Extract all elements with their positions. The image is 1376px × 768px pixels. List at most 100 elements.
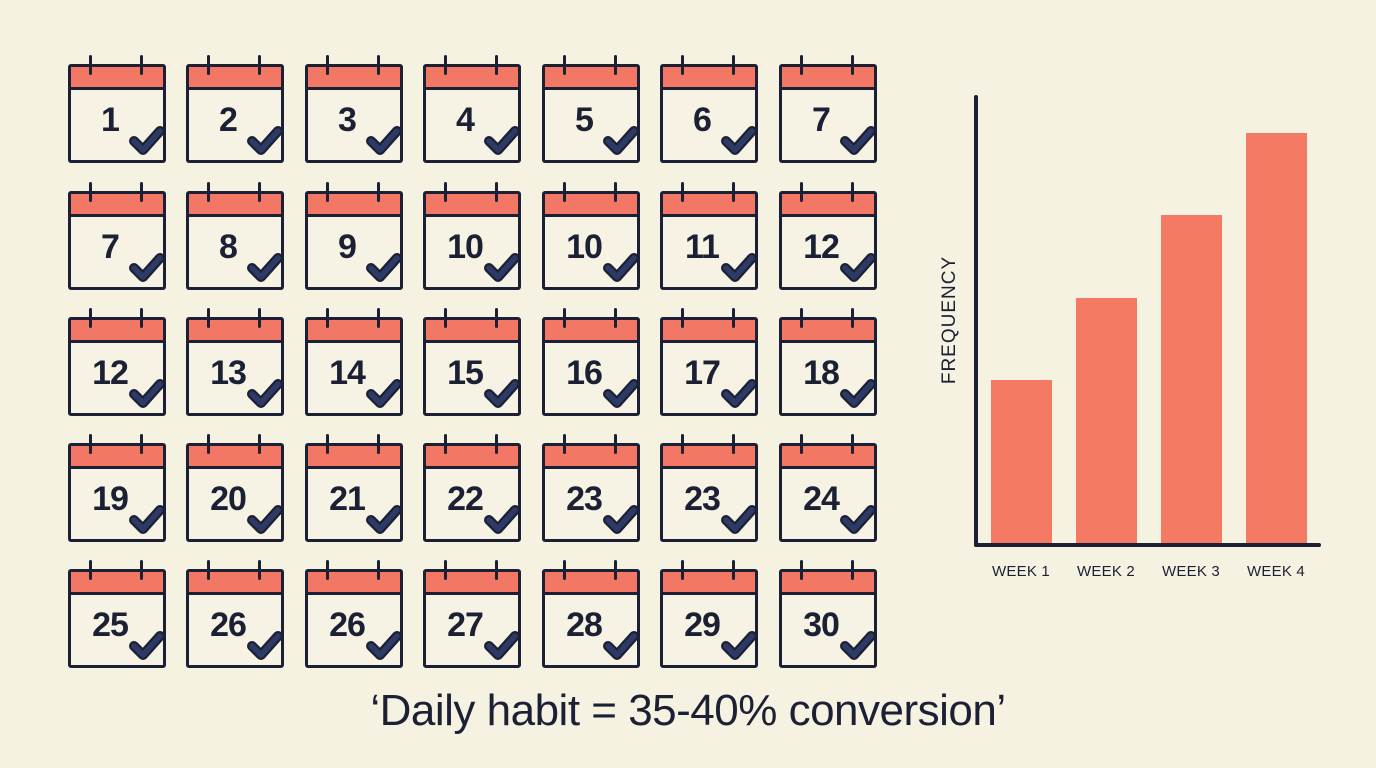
day-number: 10 [566, 228, 603, 266]
x-axis [974, 543, 1321, 547]
calendar-day-tile: 30 [779, 560, 877, 668]
binder-ring-icon [851, 55, 854, 75]
calendar-header-band [308, 67, 400, 90]
binder-ring-icon [681, 182, 684, 202]
checkmark-icon [129, 253, 163, 282]
day-number: 10 [447, 228, 484, 266]
checkmark-icon [721, 505, 755, 534]
y-axis [974, 95, 978, 547]
binder-ring-icon [681, 560, 684, 580]
calendar-page: 14 [305, 317, 403, 416]
binder-ring-icon [614, 182, 617, 202]
checkmark-icon [840, 253, 874, 282]
day-number: 9 [338, 228, 357, 266]
calendar-page: 18 [779, 317, 877, 416]
calendar-header-band [189, 67, 281, 90]
calendar-header-band [71, 572, 163, 595]
binder-ring-icon [614, 560, 617, 580]
calendar-header-band [663, 194, 755, 217]
calendar-header-band [426, 67, 518, 90]
calendar-day-tile: 12 [779, 182, 877, 290]
checkmark-icon [840, 631, 874, 660]
checkmark-icon [366, 631, 400, 660]
checkmark-icon [366, 505, 400, 534]
binder-ring-icon [207, 308, 210, 328]
calendar-day-tile: 11 [660, 182, 758, 290]
binder-ring-icon [800, 560, 803, 580]
calendar-day-tile: 27 [423, 560, 521, 668]
calendar-header-band [663, 320, 755, 343]
calendar-header-band [189, 446, 281, 469]
day-number: 11 [685, 228, 720, 266]
binder-ring-icon [207, 434, 210, 454]
calendar-page: 15 [423, 317, 521, 416]
bar-week-3 [1161, 215, 1222, 545]
calendar-day-tile: 9 [305, 182, 403, 290]
calendar-header-band [189, 194, 281, 217]
checkmark-icon [484, 126, 518, 155]
calendar-page: 16 [542, 317, 640, 416]
day-number: 3 [338, 101, 357, 139]
calendar-header-band [426, 446, 518, 469]
checkmark-icon [484, 505, 518, 534]
bar-week-2 [1076, 298, 1137, 545]
x-tick-label: WEEK 2 [1077, 563, 1135, 580]
calendar-page: 7 [68, 191, 166, 290]
day-number: 27 [447, 606, 484, 644]
calendar-page: 2 [186, 64, 284, 163]
checkmark-icon [840, 505, 874, 534]
binder-ring-icon [800, 434, 803, 454]
calendar-header-band [782, 67, 874, 90]
checkmark-icon [721, 379, 755, 408]
calendar-page: 11 [660, 191, 758, 290]
binder-ring-icon [140, 560, 143, 580]
caption: ‘Daily habit = 35-40% conversion’ [370, 686, 1006, 735]
calendar-day-tile: 22 [423, 434, 521, 542]
calendar-page: 10 [542, 191, 640, 290]
binder-ring-icon [444, 55, 447, 75]
binder-ring-icon [140, 55, 143, 75]
calendar-page: 20 [186, 443, 284, 542]
day-number: 28 [566, 606, 603, 644]
checkmark-icon [603, 253, 637, 282]
binder-ring-icon [444, 308, 447, 328]
binder-ring-icon [258, 308, 261, 328]
checkmark-icon [603, 631, 637, 660]
binder-ring-icon [732, 560, 735, 580]
calendar-page: 7 [779, 64, 877, 163]
binder-ring-icon [681, 308, 684, 328]
calendar-page: 25 [68, 569, 166, 668]
day-number: 23 [684, 480, 721, 518]
binder-ring-icon [258, 182, 261, 202]
calendar-day-tile: 6 [660, 55, 758, 163]
calendar-day-tile: 15 [423, 308, 521, 416]
checkmark-icon [484, 253, 518, 282]
calendar-header-band [71, 194, 163, 217]
binder-ring-icon [681, 434, 684, 454]
binder-ring-icon [563, 182, 566, 202]
day-number: 26 [329, 606, 366, 644]
calendar-day-tile: 20 [186, 434, 284, 542]
binder-ring-icon [258, 560, 261, 580]
day-number: 15 [447, 354, 484, 392]
day-number: 2 [219, 101, 238, 139]
binder-ring-icon [732, 182, 735, 202]
calendar-header-band [782, 446, 874, 469]
checkmark-icon [129, 379, 163, 408]
calendar-page: 27 [423, 569, 521, 668]
calendar-day-tile: 10 [542, 182, 640, 290]
day-number: 18 [803, 354, 840, 392]
binder-ring-icon [732, 55, 735, 75]
day-number: 13 [210, 354, 247, 392]
day-number: 19 [92, 480, 129, 518]
calendar-page: 1 [68, 64, 166, 163]
calendar-day-tile: 14 [305, 308, 403, 416]
calendar-header-band [545, 320, 637, 343]
binder-ring-icon [258, 55, 261, 75]
calendar-page: 29 [660, 569, 758, 668]
calendar-page: 22 [423, 443, 521, 542]
binder-ring-icon [614, 434, 617, 454]
checkmark-icon [603, 505, 637, 534]
binder-ring-icon [800, 308, 803, 328]
